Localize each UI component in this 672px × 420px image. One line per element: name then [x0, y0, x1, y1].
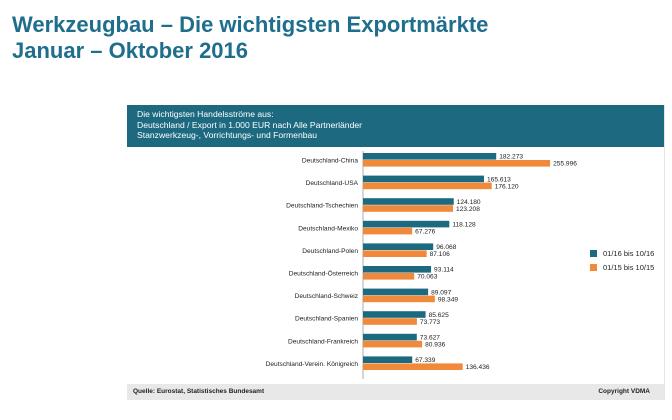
category-label: Deutschland-Österreich [289, 270, 359, 278]
bar-2015 [363, 340, 423, 348]
bar-2015 [363, 182, 492, 190]
bar-2015 [363, 363, 463, 370]
bar-2016 [363, 243, 434, 250]
category-label: Deutschland-Frankreich [288, 338, 358, 345]
bar-2015 [363, 205, 454, 212]
bar-2015 [363, 318, 417, 325]
bar-2016 [363, 198, 454, 205]
bar-value-label: 182.273 [499, 154, 523, 161]
bar-2015 [363, 250, 427, 257]
bar-value-label: 98.349 [438, 296, 459, 303]
bar-2016 [363, 356, 413, 363]
slide-title-line-1: Werkzeugbau – Die wichtigsten Exportmärk… [12, 12, 489, 37]
category-label: Deutschland-Tschechien [286, 203, 358, 210]
bar-value-label: 67.339 [415, 357, 436, 364]
bar-2016 [363, 288, 429, 296]
bar-value-label: 70.063 [417, 274, 438, 281]
bar-value-label: 118.128 [452, 222, 476, 229]
bar-value-label: 73.627 [420, 335, 441, 342]
bar-2016 [363, 153, 497, 160]
source-text: Quelle: Eurostat, Statistisches Bundesam… [133, 388, 265, 395]
chart-header-line-1: Die wichtigsten Handelsströme aus: [137, 109, 274, 119]
legend-item-2015: 01/15 bis 10/15 [590, 260, 654, 274]
bar-value-label: 93.114 [434, 267, 454, 274]
category-label: Deutschland-Schweiz [295, 293, 358, 300]
bar-2016 [363, 175, 485, 183]
category-label: Deutschland-Verein. Königreich [266, 361, 359, 368]
bar-2016 [363, 333, 417, 341]
legend-swatch-2016 [590, 249, 597, 257]
bar-value-label: 85.625 [429, 312, 450, 319]
legend-item-2016: 01/16 bis 10/16 [590, 246, 654, 260]
bar-2015 [363, 160, 551, 167]
bar-2015 [363, 295, 435, 303]
legend-swatch-2015 [590, 263, 597, 271]
bar-value-label: 73.773 [420, 319, 441, 326]
bar-value-label: 67.276 [415, 229, 436, 236]
category-label: Deutschland-China [302, 158, 358, 165]
category-label: Deutschland-Mexiko [298, 225, 358, 232]
bar-chart: Deutschland-China 182.273 255.996 Deutschla… [266, 151, 577, 379]
chart-header-line-3: Stanzwerkzeug-, Vorrichtungs- und Formen… [137, 130, 318, 140]
bar-value-label: 124.180 [457, 199, 481, 206]
bar-value-label: 136.436 [466, 364, 490, 371]
chart-header-line-2: Deutschland / Export in 1.000 EUR nach A… [137, 119, 362, 130]
chart-header: Die wichtigsten Handelsströme aus: Deuts… [127, 105, 664, 147]
chart-panel: Die wichtigsten Handelsströme aus: Deuts… [127, 105, 665, 400]
bar-2016 [363, 220, 450, 228]
bar-2015 [363, 227, 413, 235]
bar-value-label: 176.120 [495, 183, 519, 190]
copyright-text: Copyright VDMA [598, 388, 650, 395]
chart-legend: 01/16 bis 10/16 01/15 bis 10/15 [590, 246, 654, 274]
legend-label-2015: 01/15 bis 10/15 [603, 262, 655, 272]
bar-2016 [363, 266, 432, 273]
legend-label-2016: 01/16 bis 10/16 [603, 248, 655, 258]
bar-value-label: 123.208 [456, 206, 480, 213]
slide-title: Werkzeugbau – Die wichtigsten Exportmärk… [12, 12, 488, 64]
source-footer: Quelle: Eurostat, Statistisches Bundesam… [127, 384, 664, 400]
bar-2016 [363, 311, 426, 318]
bar-2015 [363, 273, 415, 280]
category-label: Deutschland-USA [306, 180, 359, 187]
bar-value-label: 96.068 [436, 244, 457, 251]
category-label: Deutschland-Spanien [295, 316, 358, 323]
bar-value-label: 80.936 [425, 342, 446, 349]
category-label: Deutschland-Polen [302, 248, 358, 255]
bar-value-label: 89.097 [431, 289, 452, 296]
bar-value-label: 87.106 [430, 251, 451, 258]
slide-title-line-2: Januar – Oktober 2016 [12, 38, 249, 63]
bar-value-label: 255.996 [553, 161, 577, 168]
bar-value-label: 165.613 [487, 176, 511, 183]
